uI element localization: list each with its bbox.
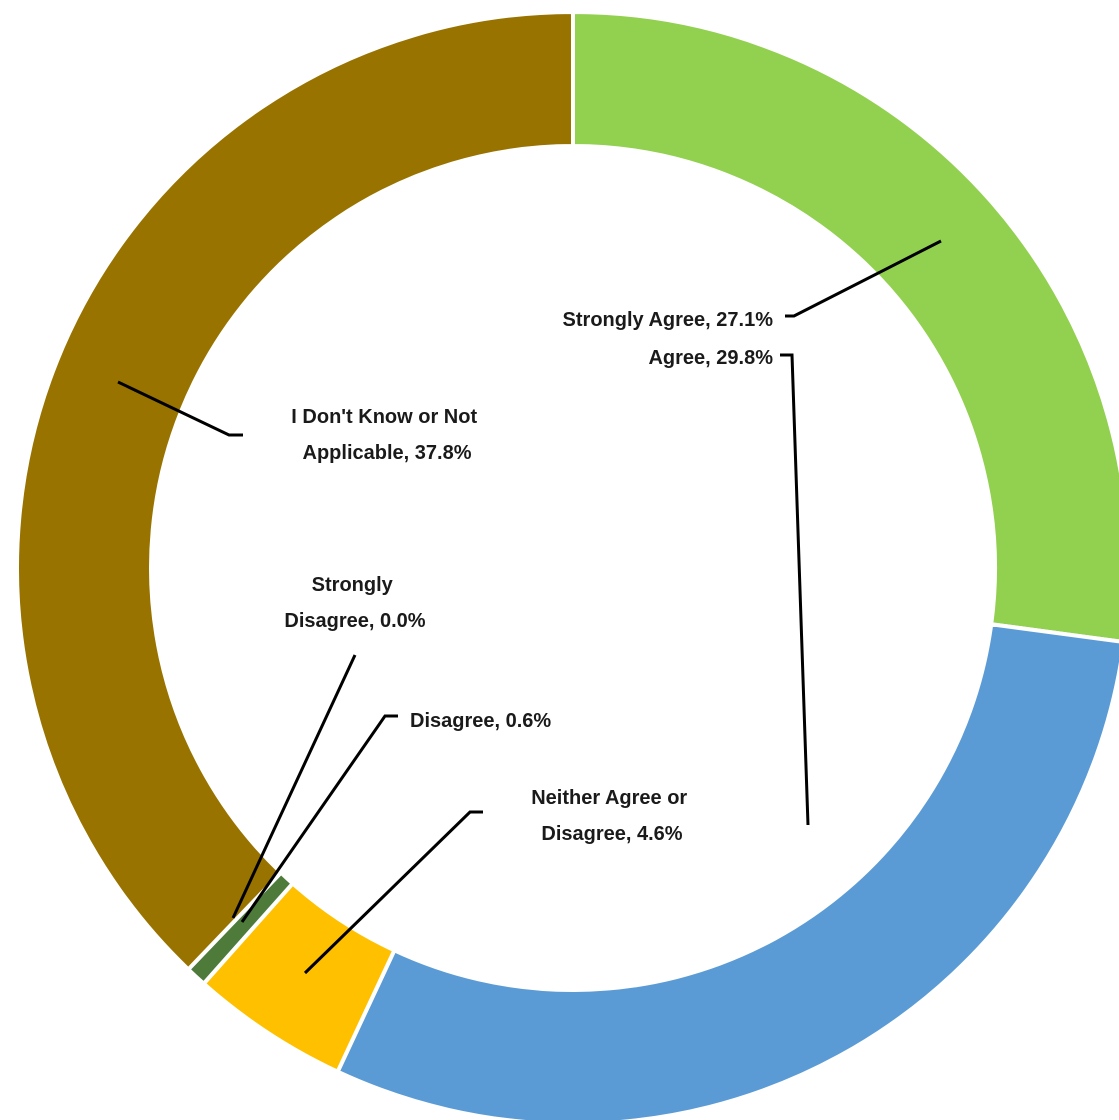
label-dont-know-line-2: Applicable, 37.8% [303,442,472,464]
label-strongly-disagree-line-1: Strongly [312,574,394,596]
label-neither-line-2: Disagree, 4.6% [541,823,682,845]
label-strongly-agree: Strongly Agree, 27.1% [563,309,774,331]
donut-slices [15,9,1119,1120]
data-labels: Strongly Agree, 27.1% Agree, 29.8% Neith… [284,309,773,845]
label-neither: Neither Agree or Disagree, 4.6% [531,787,693,845]
label-disagree: Disagree, 0.6% [410,710,551,732]
label-neither-line-1: Neither Agree or [531,787,687,809]
slice-i-don-t-know-or-not-applicable [15,9,575,973]
label-dont-know: I Don't Know or Not Applicable, 37.8% [291,406,482,464]
leader-agree [780,353,810,826]
leader-strongly-disagree [231,654,357,919]
slice-agree [334,621,1119,1120]
label-agree: Agree, 29.8% [648,347,773,369]
leader-disagree [240,714,398,923]
label-strongly-disagree-line-2: Disagree, 0.0% [284,610,425,632]
leader-strongly-agree [785,239,942,318]
slice-strongly-agree [571,9,1119,644]
label-dont-know-line-1: I Don't Know or Not [291,406,477,428]
leader-dont-know [117,380,243,437]
leader-lines [117,239,942,975]
label-strongly-disagree: Strongly Disagree, 0.0% [284,574,425,632]
leader-neither [303,810,483,975]
